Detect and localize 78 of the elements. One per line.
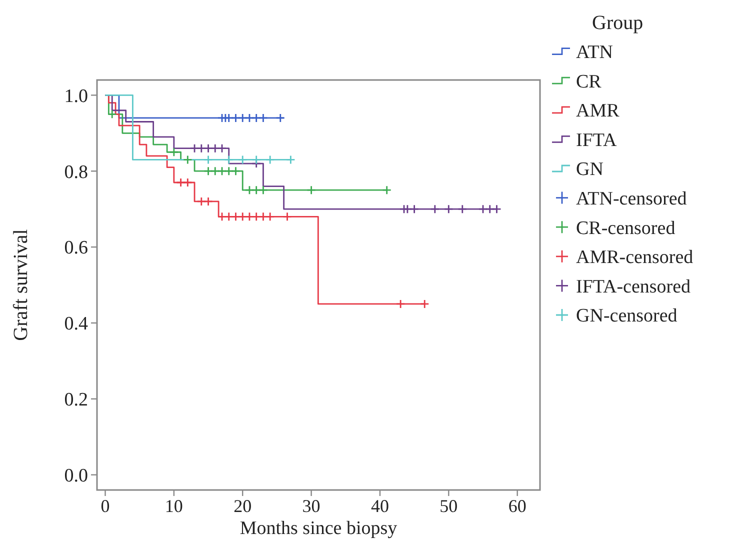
- y-tick-label: 0.6: [64, 238, 88, 259]
- point: [258, 212, 268, 222]
- legend-label: CR-censored: [576, 218, 676, 239]
- y-tick-label: 0.0: [64, 465, 88, 486]
- legend-label: ATN: [576, 42, 614, 63]
- x-axis-title: Months since biopsy: [240, 518, 398, 539]
- x-tick-label: 0: [100, 496, 110, 516]
- y-tick-label: 1.0: [64, 86, 88, 107]
- legend-label: AMR: [576, 100, 620, 122]
- point: [252, 155, 262, 164]
- point: [282, 212, 292, 222]
- point: [238, 113, 248, 123]
- point: [444, 204, 454, 214]
- point: [410, 204, 420, 214]
- point: [204, 196, 213, 206]
- legend-label: IFTA-censored: [576, 276, 692, 298]
- point: [176, 178, 186, 188]
- legend-label: CR: [576, 71, 602, 92]
- point: [182, 155, 192, 164]
- y-axis-title: Graft survival: [10, 228, 32, 341]
- point: [252, 113, 262, 123]
- x-tick-label: 10: [164, 496, 183, 516]
- legend-label: IFTA: [576, 130, 617, 151]
- point: [204, 166, 213, 176]
- point: [224, 155, 234, 164]
- legend-label: ATN-censored: [576, 188, 688, 210]
- point: [204, 155, 213, 164]
- point: [420, 299, 430, 309]
- point: [231, 212, 240, 222]
- point: [224, 212, 234, 222]
- point: [224, 166, 234, 176]
- point: [258, 113, 268, 123]
- point: [231, 166, 240, 176]
- point: [430, 204, 440, 214]
- legend-label: GN-censored: [576, 306, 678, 327]
- legend-label: GN: [576, 159, 604, 180]
- point: [204, 144, 213, 154]
- point: [196, 196, 206, 206]
- point: [196, 144, 206, 154]
- point: [265, 212, 275, 222]
- point: [210, 144, 220, 154]
- point: [478, 204, 488, 214]
- x-tick-label: 40: [370, 496, 389, 516]
- point: [244, 113, 254, 123]
- point: [231, 113, 240, 123]
- x-tick-label: 20: [234, 496, 252, 516]
- point: [217, 166, 227, 176]
- point: [182, 178, 192, 188]
- point: [485, 204, 495, 214]
- x-tick-label: 50: [440, 496, 458, 516]
- point: [190, 144, 200, 154]
- x-tick-label: 30: [302, 496, 320, 516]
- y-tick-label: 0.8: [64, 162, 88, 183]
- x-tick-label: 60: [508, 496, 526, 516]
- point: [210, 166, 220, 176]
- point: [458, 204, 468, 214]
- point: [252, 185, 262, 195]
- point: [396, 299, 406, 309]
- point: [252, 212, 262, 222]
- point: [265, 155, 275, 164]
- point: [382, 185, 392, 195]
- legend-label: AMR-censored: [576, 247, 694, 268]
- point: [244, 185, 254, 195]
- point: [238, 212, 248, 222]
- point: [169, 147, 179, 157]
- point: [492, 204, 502, 214]
- point: [217, 144, 227, 154]
- point: [286, 155, 296, 164]
- y-tick-label: 0.2: [64, 390, 88, 411]
- point: [238, 155, 248, 164]
- y-tick-label: 0.4: [64, 314, 88, 335]
- point: [244, 212, 254, 222]
- point: [276, 113, 286, 123]
- point: [107, 109, 117, 119]
- point: [306, 185, 316, 195]
- point: [258, 185, 268, 195]
- legend-title: Group: [592, 12, 644, 34]
- point: [217, 212, 227, 222]
